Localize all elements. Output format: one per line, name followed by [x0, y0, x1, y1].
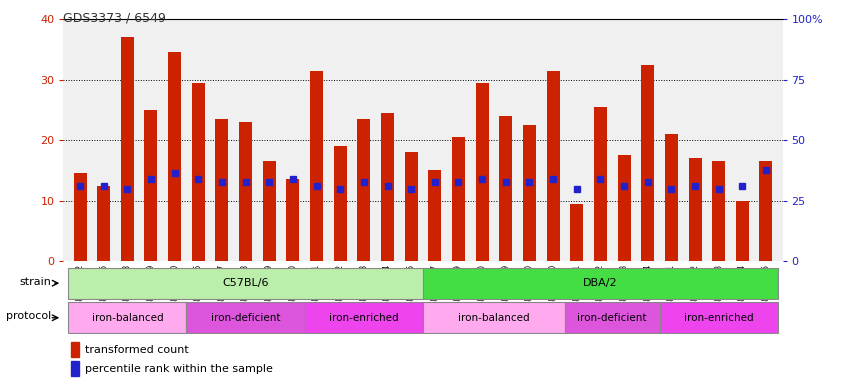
Bar — [760, 161, 772, 261]
Text: protocol: protocol — [6, 311, 51, 321]
Bar — [618, 155, 630, 261]
Bar — [287, 179, 299, 261]
Text: iron-deficient: iron-deficient — [578, 313, 647, 323]
Text: transformed count: transformed count — [85, 345, 189, 355]
Text: strain: strain — [19, 276, 51, 286]
Bar — [357, 119, 371, 261]
Bar — [570, 204, 583, 261]
Bar — [594, 107, 607, 261]
Bar — [70, 342, 80, 357]
Bar — [69, 302, 186, 333]
Text: iron-deficient: iron-deficient — [211, 313, 280, 323]
Bar — [121, 37, 134, 261]
Bar — [70, 361, 80, 376]
Bar — [423, 302, 565, 333]
Bar — [305, 302, 423, 333]
Bar — [547, 71, 559, 261]
Bar — [641, 65, 654, 261]
Bar — [381, 113, 394, 261]
Bar — [712, 161, 725, 261]
Bar — [523, 125, 536, 261]
Text: iron-enriched: iron-enriched — [684, 313, 754, 323]
Bar — [423, 268, 777, 299]
Bar — [186, 302, 305, 333]
Bar — [660, 302, 777, 333]
Bar — [475, 83, 489, 261]
Text: iron-balanced: iron-balanced — [91, 313, 163, 323]
Bar — [499, 116, 513, 261]
Bar — [404, 152, 418, 261]
Bar — [69, 268, 423, 299]
Text: GDS3373 / 6549: GDS3373 / 6549 — [63, 12, 167, 25]
Bar — [145, 110, 157, 261]
Bar — [239, 122, 252, 261]
Bar — [216, 119, 228, 261]
Bar — [74, 174, 86, 261]
Text: C57BL/6: C57BL/6 — [222, 278, 269, 288]
Bar — [310, 71, 323, 261]
Bar — [97, 185, 110, 261]
Bar — [168, 53, 181, 261]
Bar — [192, 83, 205, 261]
Text: percentile rank within the sample: percentile rank within the sample — [85, 364, 273, 374]
Text: iron-enriched: iron-enriched — [329, 313, 398, 323]
Text: iron-balanced: iron-balanced — [459, 313, 530, 323]
Bar — [428, 170, 442, 261]
Bar — [736, 201, 749, 261]
Text: DBA/2: DBA/2 — [583, 278, 618, 288]
Bar — [689, 158, 701, 261]
Bar — [263, 161, 276, 261]
Bar — [333, 146, 347, 261]
Bar — [452, 137, 465, 261]
Bar — [565, 302, 660, 333]
Bar — [665, 134, 678, 261]
